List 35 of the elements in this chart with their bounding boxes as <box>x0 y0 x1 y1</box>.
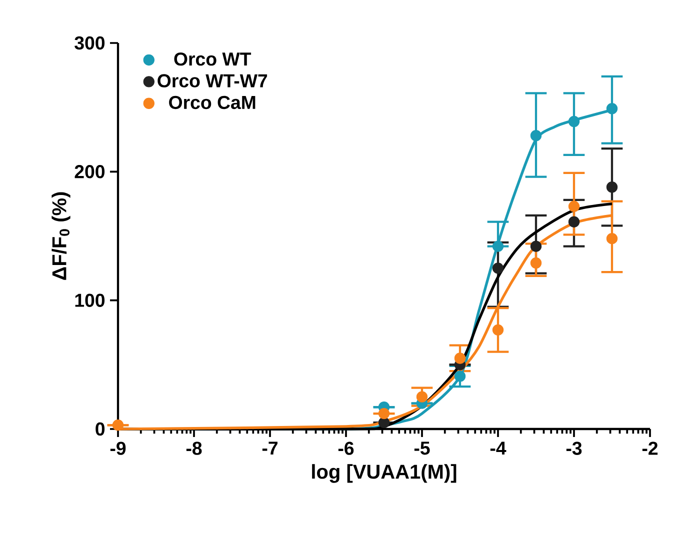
point <box>454 352 466 364</box>
x-tick-label: -7 <box>262 442 278 455</box>
legend-label: Orco CaM <box>169 96 256 110</box>
point <box>378 408 390 420</box>
y-axis-title: ΔF/F$_{0}$ (%) <box>52 192 70 280</box>
x-tick-label: -8 <box>186 442 202 455</box>
x-axis-title: log [VUAA1(M)] <box>312 464 456 483</box>
x-tick-label: -9 <box>110 442 126 455</box>
point <box>378 416 390 428</box>
point <box>568 116 580 128</box>
point <box>606 182 618 193</box>
point <box>112 420 124 431</box>
y-tick-label: 300 <box>74 36 105 50</box>
point <box>416 391 428 402</box>
point <box>606 232 618 244</box>
point <box>492 240 504 252</box>
legend-label: Orco WT <box>174 52 252 66</box>
x-tick-label: -3 <box>566 442 582 455</box>
point <box>568 200 580 212</box>
x-tick-label: -4 <box>490 442 506 455</box>
y-tick-label: 0 <box>96 422 105 436</box>
point <box>568 216 580 228</box>
y-tick-label: 200 <box>74 165 105 178</box>
point <box>530 130 542 142</box>
point <box>492 324 504 336</box>
x-tick-label: -5 <box>414 442 430 455</box>
legend-label: Orco WT-W7 <box>158 74 268 88</box>
point <box>530 240 542 252</box>
point <box>530 257 542 269</box>
point <box>454 370 466 382</box>
x-tick-label: -6 <box>338 442 354 455</box>
y-tick-label: 100 <box>75 294 105 307</box>
point <box>492 262 504 274</box>
point <box>606 103 618 114</box>
x-tick-label: -2 <box>642 442 658 455</box>
